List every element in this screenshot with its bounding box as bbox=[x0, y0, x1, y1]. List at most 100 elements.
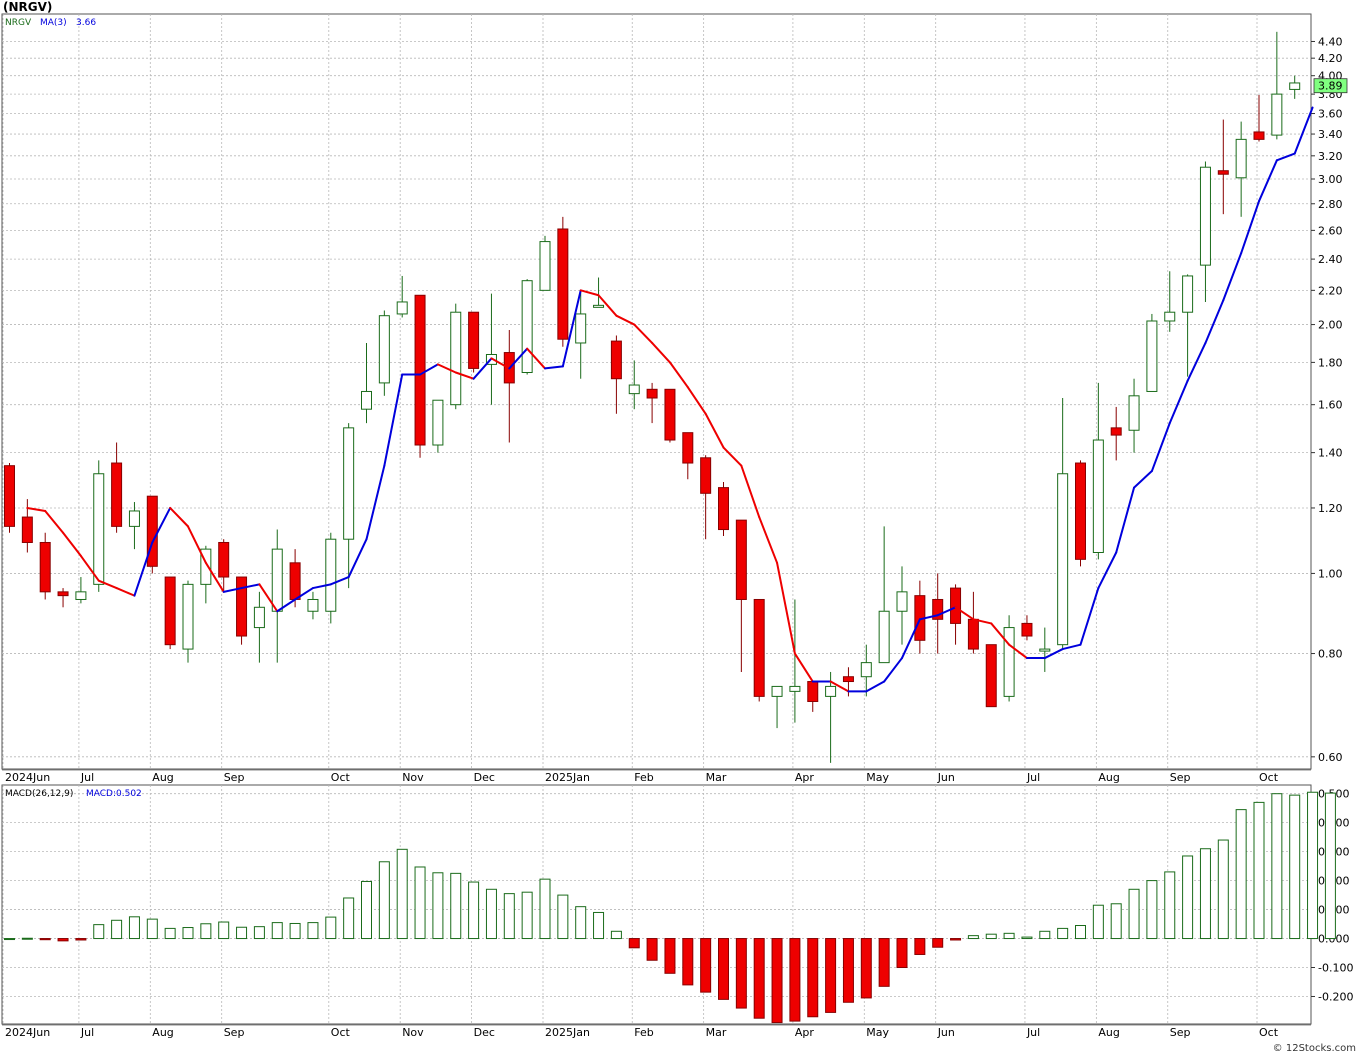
ma3-line-segment bbox=[990, 622, 1011, 646]
macd-bar bbox=[807, 938, 819, 1018]
ma3-line-segment bbox=[615, 314, 636, 326]
candle-body bbox=[450, 311, 462, 406]
ma3-line-segment bbox=[1275, 152, 1296, 162]
macd-bar bbox=[610, 930, 622, 940]
price-x-tick-label: Jul bbox=[1026, 771, 1040, 784]
price-x-tick-label: Sep bbox=[1170, 771, 1191, 784]
ma3-line-segment bbox=[311, 583, 332, 590]
macd-bar bbox=[432, 872, 444, 940]
ma3-line-segment bbox=[740, 464, 761, 519]
macd-bar bbox=[378, 861, 390, 940]
macd-bar bbox=[253, 926, 265, 940]
candle-body bbox=[1253, 131, 1265, 140]
candle-body bbox=[1235, 138, 1247, 179]
ma3-line-segment bbox=[454, 371, 475, 380]
price-x-tick-label: Jun bbox=[937, 771, 955, 784]
ma3-line-segment bbox=[115, 587, 136, 597]
price-x-tick-label: Aug bbox=[152, 771, 173, 784]
candle-body bbox=[985, 644, 997, 708]
macd-x-tick-label: Aug bbox=[1098, 1026, 1119, 1039]
ma3-line-segment bbox=[776, 561, 796, 655]
macd-bar bbox=[735, 938, 747, 1009]
macd-bar bbox=[343, 897, 355, 940]
candle-body bbox=[1271, 93, 1283, 136]
macd-bar bbox=[307, 922, 319, 940]
macd-bar bbox=[111, 919, 123, 940]
macd-bar bbox=[289, 922, 301, 940]
macd-bar bbox=[146, 918, 158, 940]
macd-bar bbox=[860, 938, 872, 999]
macd-bar bbox=[753, 938, 765, 1019]
price-y-tick-label: 4.20 bbox=[1318, 52, 1343, 65]
price-y-tick-label: 1.80 bbox=[1318, 356, 1343, 369]
candle-body bbox=[896, 591, 908, 612]
legend-symbol: NRGV bbox=[5, 18, 32, 28]
macd-bar bbox=[1021, 936, 1033, 940]
candle-body bbox=[682, 432, 694, 464]
ma3-line-segment bbox=[1133, 470, 1153, 489]
macd-bar bbox=[985, 933, 997, 940]
ma3-line-segment bbox=[633, 323, 654, 344]
candle-body bbox=[21, 516, 33, 543]
price-x-tick-label: May bbox=[866, 771, 889, 784]
candle-body bbox=[93, 473, 105, 585]
legend-macd-label: MACD(26,12,9) bbox=[5, 789, 73, 799]
candle-body bbox=[325, 538, 337, 612]
ma3-line-segment bbox=[151, 506, 172, 544]
price-y-tick-label: 1.40 bbox=[1318, 447, 1343, 460]
ma3-line-segment bbox=[436, 363, 457, 374]
macd-bar bbox=[914, 938, 926, 955]
macd-x-tick-label: Dec bbox=[474, 1026, 495, 1039]
macd-bar bbox=[1271, 793, 1283, 940]
legend-ma-value: 3.66 bbox=[76, 18, 96, 28]
ma3-line-segment bbox=[1293, 106, 1314, 155]
macd-bar bbox=[485, 888, 497, 940]
candle-body bbox=[664, 388, 676, 441]
legend-ma-label: MA(3) bbox=[40, 18, 67, 28]
price-y-tick-label: 2.80 bbox=[1318, 198, 1343, 211]
macd-bar bbox=[1253, 801, 1265, 940]
macd-bar bbox=[825, 938, 837, 1013]
candle-body bbox=[860, 662, 872, 678]
ma3-line-segment bbox=[865, 680, 886, 693]
watermark: © 12Stocks.com bbox=[1273, 1043, 1356, 1054]
macd-bar bbox=[468, 881, 480, 940]
candle-body bbox=[39, 541, 51, 593]
ma3-line-segment bbox=[133, 541, 154, 597]
candle-body bbox=[182, 583, 194, 650]
price-y-tick-label: 3.00 bbox=[1318, 173, 1343, 186]
macd-bar bbox=[1235, 809, 1247, 940]
macd-x-tick-label: Oct bbox=[1259, 1026, 1279, 1039]
macd-bar bbox=[1324, 792, 1336, 940]
ma3-line-segment bbox=[490, 357, 511, 370]
ma3-line-segment bbox=[1150, 422, 1171, 473]
candle-body bbox=[468, 311, 480, 369]
ma3-line-segment bbox=[544, 365, 564, 370]
price-y-tick-label: 1.00 bbox=[1318, 567, 1343, 580]
price-y-tick-label: 2.20 bbox=[1318, 284, 1343, 297]
candle-body bbox=[735, 519, 747, 600]
candle-body bbox=[289, 562, 301, 600]
ma3-line-segment bbox=[276, 598, 297, 613]
macd-bar bbox=[164, 927, 176, 940]
price-x-tick-label: Mar bbox=[706, 771, 727, 784]
candle-body bbox=[57, 591, 69, 597]
macd-x-tick-label: Jul bbox=[80, 1026, 94, 1039]
price-x-tick-label: Aug bbox=[1098, 771, 1119, 784]
ma3-line-segment bbox=[258, 583, 279, 613]
ma3-line-segment bbox=[1186, 341, 1207, 382]
ma3-line-segment bbox=[187, 525, 207, 564]
candle-body bbox=[539, 241, 551, 291]
ma3-line-segment bbox=[472, 357, 493, 380]
chart-symbol-title: (NRGV) bbox=[3, 0, 52, 14]
ma3-line-segment bbox=[668, 361, 689, 389]
candle-body bbox=[807, 681, 819, 702]
macd-bar bbox=[325, 916, 337, 940]
ma3-line-segment bbox=[204, 561, 225, 593]
price-x-tick-label: Feb bbox=[634, 771, 653, 784]
candle-body bbox=[432, 399, 444, 446]
candle-body bbox=[1110, 427, 1122, 436]
macd-x-tick-label: Nov bbox=[402, 1026, 424, 1039]
macd-bar bbox=[57, 938, 69, 942]
